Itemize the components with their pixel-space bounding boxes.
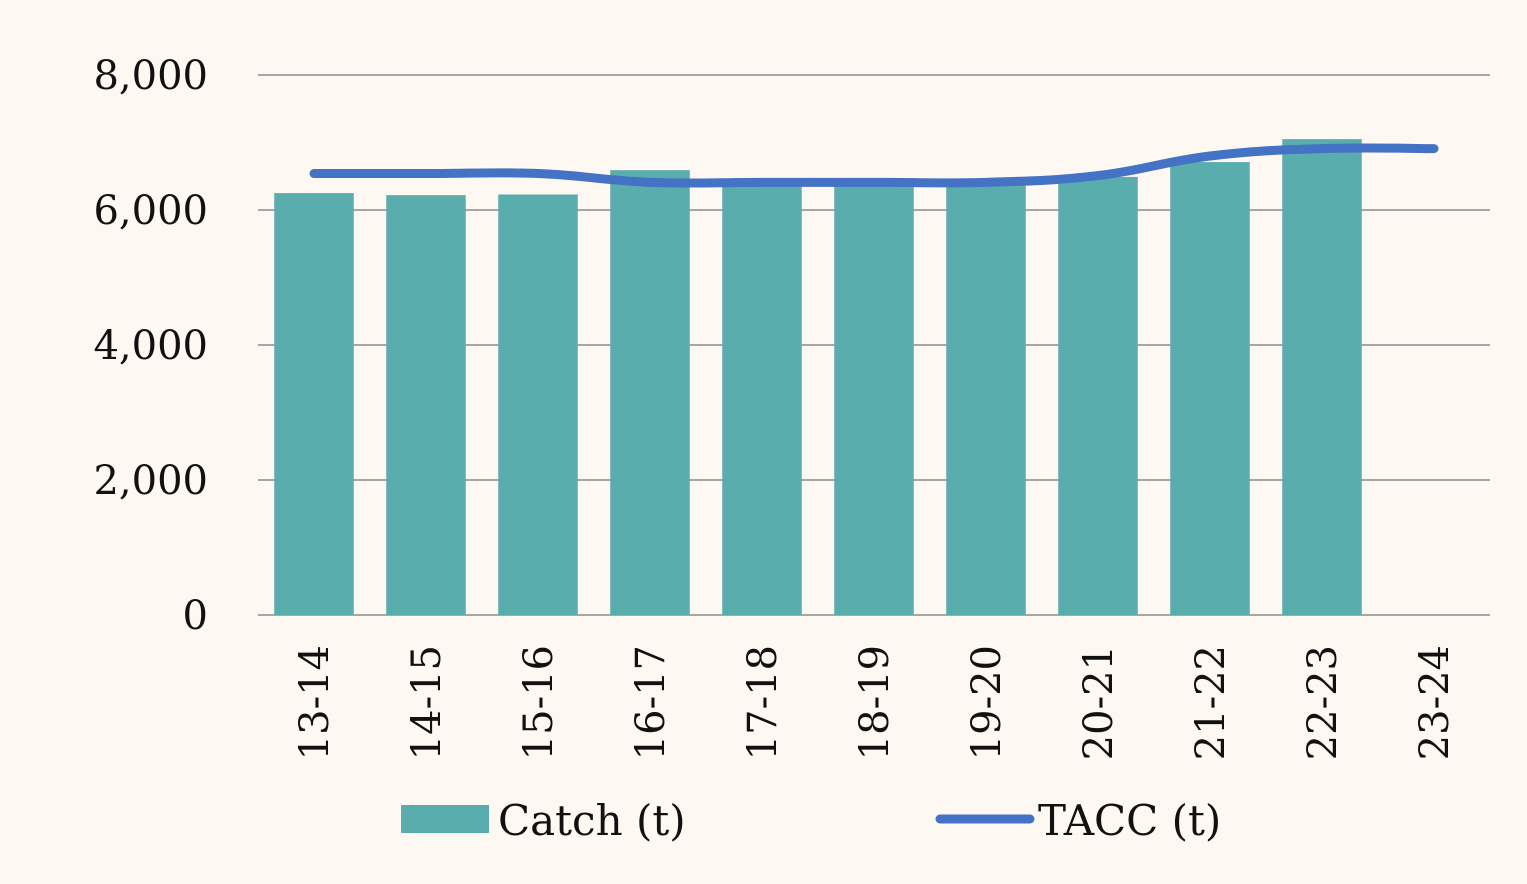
catch-bar [1170, 162, 1250, 615]
x-tick-label: 18-19 [852, 645, 898, 760]
y-tick-label: 2,000 [93, 458, 208, 504]
y-tick-label: 4,000 [93, 323, 208, 369]
catch-bars [274, 139, 1362, 616]
y-tick-label: 6,000 [93, 188, 208, 234]
x-tick-label: 15-16 [516, 645, 562, 760]
legend-catch-swatch [401, 805, 489, 833]
x-tick-label: 19-20 [964, 645, 1010, 760]
legend-tacc-label: TACC (t) [1038, 796, 1221, 845]
tacc-line [309, 143, 1439, 188]
x-tick-label: 14-15 [404, 645, 450, 760]
catch-bar [386, 195, 466, 615]
catch-bar [610, 170, 690, 616]
x-tick-label: 16-17 [628, 645, 674, 760]
legend: Catch (t) TACC (t) [401, 796, 1221, 845]
x-tick-label: 13-14 [292, 645, 338, 760]
catch-bar [946, 183, 1026, 616]
x-tick-label: 23-24 [1412, 645, 1458, 760]
x-tick-label: 20-21 [1076, 645, 1122, 760]
catch-bar [722, 183, 802, 616]
y-tick-label: 8,000 [93, 53, 208, 99]
tacc-line-layer [309, 143, 1439, 188]
catch-bar [498, 194, 578, 615]
catch-bar [274, 193, 354, 615]
y-tick-label: 0 [183, 593, 208, 639]
x-tick-label: 21-22 [1188, 645, 1234, 760]
legend-catch-label: Catch (t) [498, 796, 686, 845]
x-tick-label: 17-18 [740, 645, 786, 760]
catch-bar [1282, 139, 1362, 615]
y-axis-ticks: 0 2,000 4,000 6,000 8,000 [93, 53, 208, 639]
catch-bar [1058, 176, 1138, 616]
catch-bar [834, 183, 914, 616]
x-tick-label: 22-23 [1300, 645, 1346, 760]
x-axis-ticks: 13-14 14-15 15-16 16-17 17-18 18-19 19-20 20-21… [292, 645, 1458, 760]
